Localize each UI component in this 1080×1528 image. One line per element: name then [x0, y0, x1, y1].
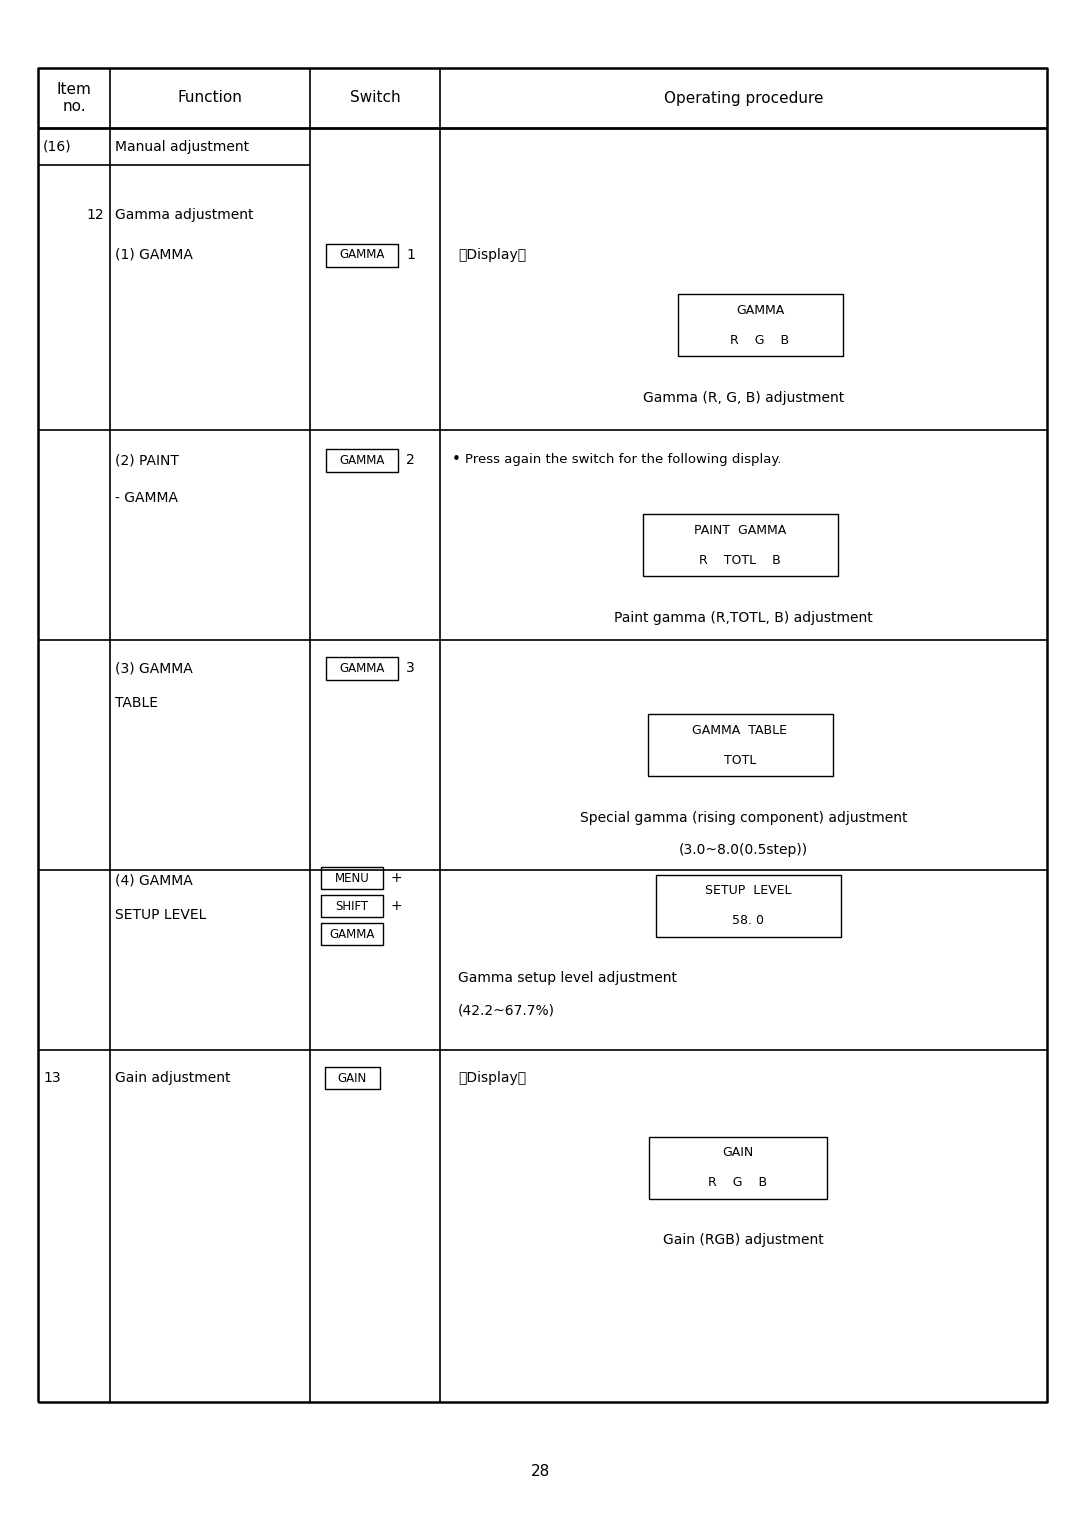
Text: 28: 28: [530, 1464, 550, 1479]
Text: •: •: [453, 452, 461, 468]
Text: Function: Function: [177, 90, 242, 105]
Text: Item
no.: Item no.: [56, 83, 92, 115]
Text: 13: 13: [43, 1071, 60, 1085]
Text: Manual adjustment: Manual adjustment: [114, 139, 249, 153]
Text: R    G    B: R G B: [730, 333, 789, 347]
Text: R    G    B: R G B: [708, 1177, 768, 1189]
Text: R    TOTL    B: R TOTL B: [699, 553, 781, 567]
Text: 58. 0: 58. 0: [732, 914, 764, 927]
Text: Operating procedure: Operating procedure: [664, 90, 823, 105]
Text: (16): (16): [43, 139, 71, 153]
Text: MENU: MENU: [335, 871, 369, 885]
Text: (2) PAINT: (2) PAINT: [114, 452, 179, 468]
Text: +: +: [390, 871, 402, 885]
Text: Switch: Switch: [350, 90, 401, 105]
Text: SETUP  LEVEL: SETUP LEVEL: [705, 885, 792, 897]
Text: Gain adjustment: Gain adjustment: [114, 1071, 230, 1085]
Text: Paint gamma (R,TOTL, B) adjustment: Paint gamma (R,TOTL, B) adjustment: [615, 611, 873, 625]
Text: GAMMA: GAMMA: [339, 662, 384, 674]
Text: Special gamma (rising component) adjustment: Special gamma (rising component) adjustm…: [580, 811, 907, 825]
Text: Gamma (R, G, B) adjustment: Gamma (R, G, B) adjustment: [643, 391, 845, 405]
Text: TOTL: TOTL: [724, 753, 756, 767]
Text: GAMMA  TABLE: GAMMA TABLE: [692, 723, 787, 736]
Text: GAIN: GAIN: [723, 1146, 754, 1160]
Text: - GAMMA: - GAMMA: [114, 490, 178, 504]
Text: 「Display」: 「Display」: [458, 248, 526, 261]
Text: SHIFT: SHIFT: [336, 900, 368, 912]
Text: GAIN: GAIN: [337, 1071, 366, 1085]
Text: 12: 12: [86, 208, 104, 222]
Text: 1: 1: [406, 248, 415, 261]
Text: GAMMA: GAMMA: [329, 927, 375, 941]
Text: Gain (RGB) adjustment: Gain (RGB) adjustment: [663, 1233, 824, 1247]
Text: Gamma adjustment: Gamma adjustment: [114, 208, 254, 222]
Text: PAINT  GAMMA: PAINT GAMMA: [693, 524, 786, 536]
Text: +: +: [390, 898, 402, 914]
Text: GAMMA: GAMMA: [735, 304, 784, 316]
Text: (3.0~8.0(0.5step)): (3.0~8.0(0.5step)): [679, 843, 808, 857]
Text: SETUP LEVEL: SETUP LEVEL: [114, 908, 206, 921]
Text: GAMMA: GAMMA: [339, 249, 384, 261]
Text: (1) GAMMA: (1) GAMMA: [114, 248, 193, 261]
Text: TABLE: TABLE: [114, 695, 158, 711]
Text: 3: 3: [406, 662, 415, 675]
Text: Gamma setup level adjustment: Gamma setup level adjustment: [458, 970, 677, 986]
Text: GAMMA: GAMMA: [339, 454, 384, 466]
Text: (42.2~67.7%): (42.2~67.7%): [458, 1002, 555, 1018]
Text: (3) GAMMA: (3) GAMMA: [114, 662, 192, 675]
Text: 「Display」: 「Display」: [458, 1071, 526, 1085]
Text: 2: 2: [406, 452, 415, 468]
Text: Press again the switch for the following display.: Press again the switch for the following…: [465, 454, 782, 466]
Text: (4) GAMMA: (4) GAMMA: [114, 872, 192, 886]
